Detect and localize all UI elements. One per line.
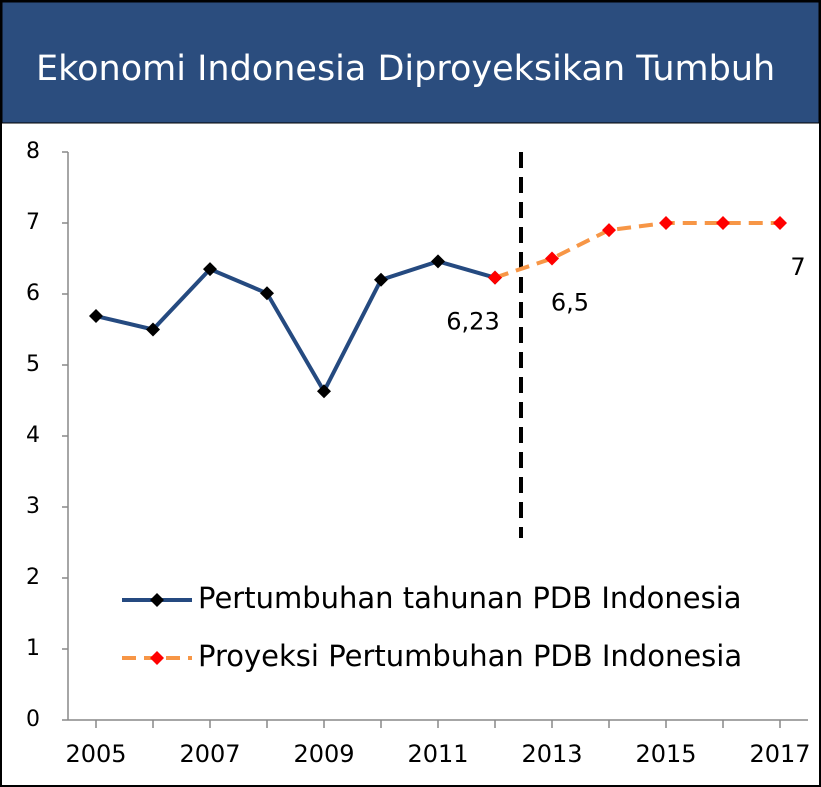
- legend-label: Pertumbuhan tahunan PDB Indonesia: [198, 581, 742, 615]
- legend-marker: [150, 593, 164, 607]
- data-label: 6,23: [446, 308, 499, 336]
- y-tick-label: 8: [26, 139, 40, 164]
- point-marker: [317, 384, 331, 399]
- x-tick-label: 2007: [179, 740, 240, 768]
- data-label: 7: [790, 253, 805, 281]
- point-marker: [203, 262, 217, 277]
- point-marker: [659, 216, 673, 230]
- point-marker: [431, 254, 445, 269]
- chart-title: Ekonomi Indonesia Diproyeksikan Tumbuh: [36, 49, 775, 89]
- legend-marker: [150, 651, 164, 665]
- y-tick-label: 2: [26, 565, 40, 590]
- point-marker: [89, 309, 103, 324]
- point-marker: [374, 272, 388, 287]
- x-tick-label: 2009: [293, 740, 354, 768]
- y-tick-label: 6: [26, 281, 40, 306]
- title-banner: [1, 1, 820, 124]
- data-label: 6,5: [551, 289, 589, 317]
- legend-label: Proyeksi Pertumbuhan PDB Indonesia: [198, 639, 742, 673]
- series-line: [95, 259, 496, 396]
- x-tick-label: 2005: [65, 740, 126, 768]
- x-tick-label: 2017: [749, 740, 810, 768]
- x-tick-label: 2013: [521, 740, 582, 768]
- x-tick-label: 2011: [407, 740, 468, 768]
- y-tick-label: 3: [26, 494, 40, 519]
- point-marker: [773, 216, 787, 230]
- point-marker: [488, 270, 502, 285]
- y-tick-label: 0: [26, 707, 40, 732]
- point-marker: [260, 286, 274, 301]
- y-tick-label: 7: [26, 210, 40, 235]
- y-tick-label: 5: [26, 352, 40, 377]
- point-marker: [545, 251, 559, 266]
- point-marker: [146, 322, 160, 337]
- y-tick-label: 1: [26, 636, 40, 661]
- y-tick-label: 4: [26, 423, 40, 448]
- x-tick-label: 2015: [635, 740, 696, 768]
- series-line: [494, 221, 780, 280]
- point-marker: [716, 216, 730, 230]
- point-marker: [602, 223, 616, 238]
